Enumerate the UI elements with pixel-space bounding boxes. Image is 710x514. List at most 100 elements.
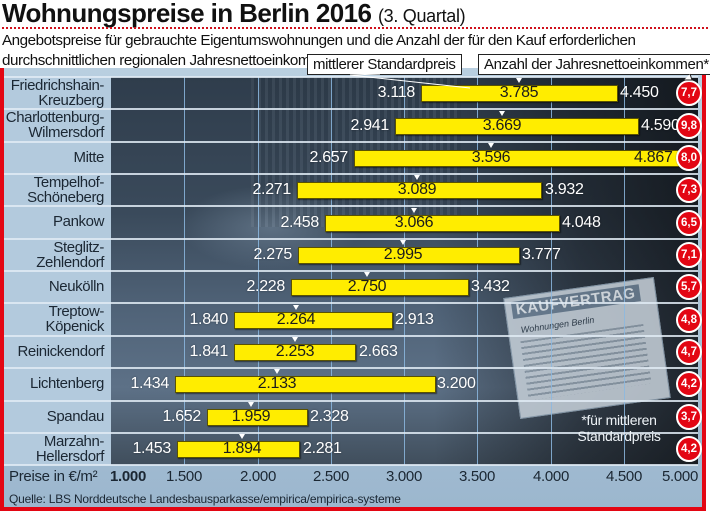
range-bar [177,441,300,458]
legend-median: mittlerer Standardpreis [307,54,462,75]
min-price-label: 1.434 [130,375,169,392]
max-price-label: 2.913 [395,311,434,328]
x-tick-label: 1.500 [165,468,203,485]
x-tick-label: 4.000 [532,468,570,485]
category-label-line: Pankow [53,213,104,231]
income-ratio-badge: 5,7 [676,274,702,300]
category-label-line: Neukölln [48,278,105,296]
max-price-label: 4.450 [620,84,659,101]
source-note: Quelle: LBS Norddeutsche Landesbausparka… [9,492,401,506]
title-main: Wohnungspreise in Berlin 2016 [2,0,372,28]
max-price-label: 3.777 [522,246,561,263]
x-tick-label: 3.000 [385,468,423,485]
income-ratio-badge: 7,7 [676,80,702,106]
category-label-text: Marzahn- Hellersdorf [35,432,105,465]
category-label: Marzahn- Hellersdorf [4,432,105,465]
category-label-line: Zehlendorf [36,254,104,271]
min-price-label: 3.118 [377,84,416,101]
category-label-text: Tempelhof- Schöneberg [27,173,105,206]
min-price-label: 1.652 [162,408,201,425]
median-marker [274,369,280,374]
range-bar [234,344,356,361]
row-divider [4,400,698,402]
range-bar [421,85,618,102]
range-bar [297,182,542,199]
category-label-line: Hellersdorf [35,448,105,465]
category-label: Tempelhof- Schöneberg [4,174,104,206]
title-suffix: (3. Quartal) [377,6,466,26]
median-price-label: 2.264 [276,311,316,328]
income-ratio-badge: 8,0 [676,145,702,171]
median-price-label: 2.133 [257,375,297,392]
category-label-text: Friedrichshain- Kreuzberg [10,76,105,109]
income-ratio-badge: 7,1 [676,242,702,268]
row-divider [4,302,698,304]
max-price-label: 3.932 [545,181,584,198]
chart-subtitle: Angebotspreise für gebrauchte Eigentumsw… [2,32,636,69]
row-divider [4,205,698,207]
max-price-label: 2.663 [359,343,398,360]
income-ratio-badge: 4,2 [676,371,702,397]
median-marker [364,272,370,277]
range-bar [354,150,680,167]
category-label-line: Charlottenburg- [5,108,105,126]
row-divider [4,141,698,143]
median-marker [516,78,522,83]
max-price-label: 3.432 [471,278,510,295]
min-price-label: 2.275 [253,246,292,263]
category-label-line: Marzahn- [43,432,105,450]
row-divider [4,464,698,466]
category-label-text: Spandau [47,409,105,425]
min-price-label: 1.841 [189,343,228,360]
x-tick-label: 2.500 [312,468,350,485]
range-bar [175,376,436,393]
category-label: Neukölln [4,271,105,303]
category-label-text: Charlottenburg- Wilmersdorf [5,108,105,141]
x-axis-label: Preise in €/m² [9,468,98,485]
category-label-line: Mitte [73,149,104,167]
max-price-label: 2.281 [303,440,342,457]
category-label: Treptow- Köpenick [4,303,104,335]
min-price-label: 1.453 [132,440,171,457]
median-marker [239,434,245,439]
range-bar [298,247,520,264]
chart-title: Wohnungspreise in Berlin 2016 (3. Quarta… [2,0,466,29]
x-tick-label: 1.000 [109,468,147,485]
category-label: Charlottenburg- Wilmersdorf [4,108,105,141]
category-label-text: Lichtenberg [30,376,104,392]
max-price-label: 4.590 [641,117,680,134]
median-marker [488,143,494,148]
category-label-line: Tempelhof- [33,173,105,191]
median-price-label: 1.894 [222,440,262,457]
median-price-label: 3.066 [394,214,434,231]
income-ratio-badge: 4,8 [676,307,702,333]
range-bar [234,312,393,329]
median-marker [411,208,417,213]
median-marker [414,175,420,180]
row-divider [4,76,698,78]
income-ratio-badge: 4,7 [676,339,702,365]
x-tick-label: 4.500 [605,468,643,485]
category-label-line: Friedrichshain- [10,76,105,94]
row-divider [4,367,698,369]
range-bar [395,118,639,135]
category-label-line: Köpenick [45,318,104,335]
min-price-label: 1.840 [189,311,228,328]
category-label-line: Treptow- [48,302,105,320]
row-divider [4,335,698,337]
min-price-label: 2.271 [252,181,291,198]
category-label: Mitte [4,142,104,174]
income-ratio-badge: 4,2 [676,436,702,462]
category-label-text: Treptow- Köpenick [45,302,105,335]
median-marker [292,337,298,342]
category-label-line: Kreuzberg [38,92,104,109]
median-marker [499,111,505,116]
median-price-label: 3.596 [471,149,511,166]
max-price-label: 4.048 [562,214,601,231]
median-price-label: 1.959 [231,408,271,425]
category-label: Reinickendorf [4,336,104,368]
footnote: *für mittleren Standardpreis [577,412,661,444]
row-divider [4,432,698,434]
category-label-line: Lichtenberg [30,375,104,393]
median-price-label: 3.669 [482,117,522,134]
